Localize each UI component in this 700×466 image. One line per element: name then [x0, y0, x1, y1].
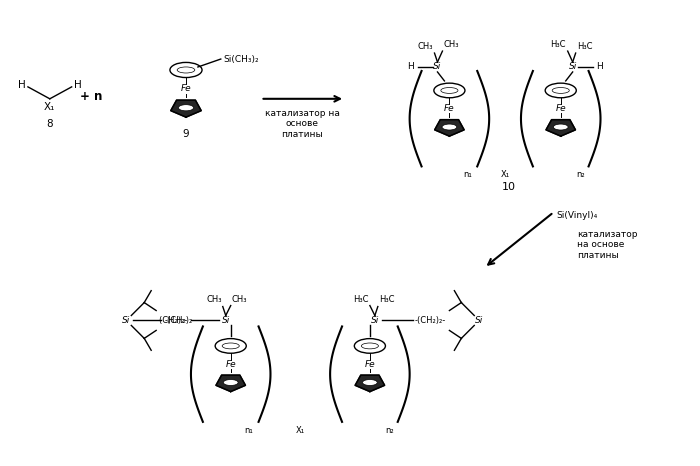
Text: катализатор
на основе
платины: катализатор на основе платины [577, 230, 637, 260]
Text: Si: Si [475, 316, 484, 325]
Text: Si: Si [122, 316, 130, 325]
Text: -(CH₂)₂-: -(CH₂)₂- [157, 316, 188, 325]
Text: CH₃: CH₃ [206, 295, 222, 303]
Text: Si: Si [371, 316, 379, 325]
Text: + n: + n [80, 90, 103, 103]
Text: катализатор на
основе
платины: катализатор на основе платины [265, 109, 340, 138]
Text: X₁: X₁ [44, 102, 55, 112]
Text: Si: Si [222, 316, 230, 325]
Text: H: H [407, 62, 414, 71]
Text: n₂: n₂ [576, 171, 585, 179]
Text: n₁: n₁ [463, 171, 472, 179]
Text: Si(CH₃)₂: Si(CH₃)₂ [224, 55, 260, 63]
Text: n₁: n₁ [244, 426, 253, 435]
Ellipse shape [554, 124, 568, 130]
Text: 10: 10 [502, 182, 516, 192]
Text: Fe: Fe [555, 104, 566, 113]
Text: Fe: Fe [181, 84, 191, 93]
Text: n₂: n₂ [386, 426, 394, 435]
Text: -(CH₂)₂-: -(CH₂)₂- [414, 316, 446, 325]
Text: Si(Vinyl)₄: Si(Vinyl)₄ [556, 211, 598, 219]
Text: H: H [596, 62, 603, 71]
Text: Fe: Fe [444, 104, 455, 113]
Polygon shape [546, 120, 575, 136]
Ellipse shape [178, 105, 194, 111]
Text: H₃C: H₃C [379, 295, 394, 303]
Ellipse shape [223, 379, 238, 385]
Polygon shape [435, 120, 464, 136]
Ellipse shape [363, 379, 377, 385]
Text: H₃C: H₃C [577, 42, 592, 51]
Text: 9: 9 [183, 129, 189, 138]
Polygon shape [171, 100, 202, 117]
Polygon shape [216, 375, 246, 391]
Text: 8: 8 [46, 119, 53, 129]
Text: H: H [18, 80, 26, 90]
Ellipse shape [442, 124, 457, 130]
Text: X₁: X₁ [500, 171, 510, 179]
Text: Si: Si [433, 62, 442, 71]
Text: H: H [74, 80, 81, 90]
Text: Fe: Fe [365, 360, 375, 369]
Text: H₃C: H₃C [550, 40, 566, 49]
Text: X₁: X₁ [295, 426, 305, 435]
Text: Si: Si [568, 62, 577, 71]
Text: CH₃: CH₃ [418, 42, 433, 51]
Polygon shape [355, 375, 385, 391]
Text: Fe: Fe [225, 360, 236, 369]
Text: CH₃: CH₃ [443, 40, 459, 49]
Text: CH₃: CH₃ [232, 295, 247, 303]
Text: -(CH₂)₂-: -(CH₂)₂- [164, 316, 195, 325]
Text: H₃C: H₃C [354, 295, 369, 303]
